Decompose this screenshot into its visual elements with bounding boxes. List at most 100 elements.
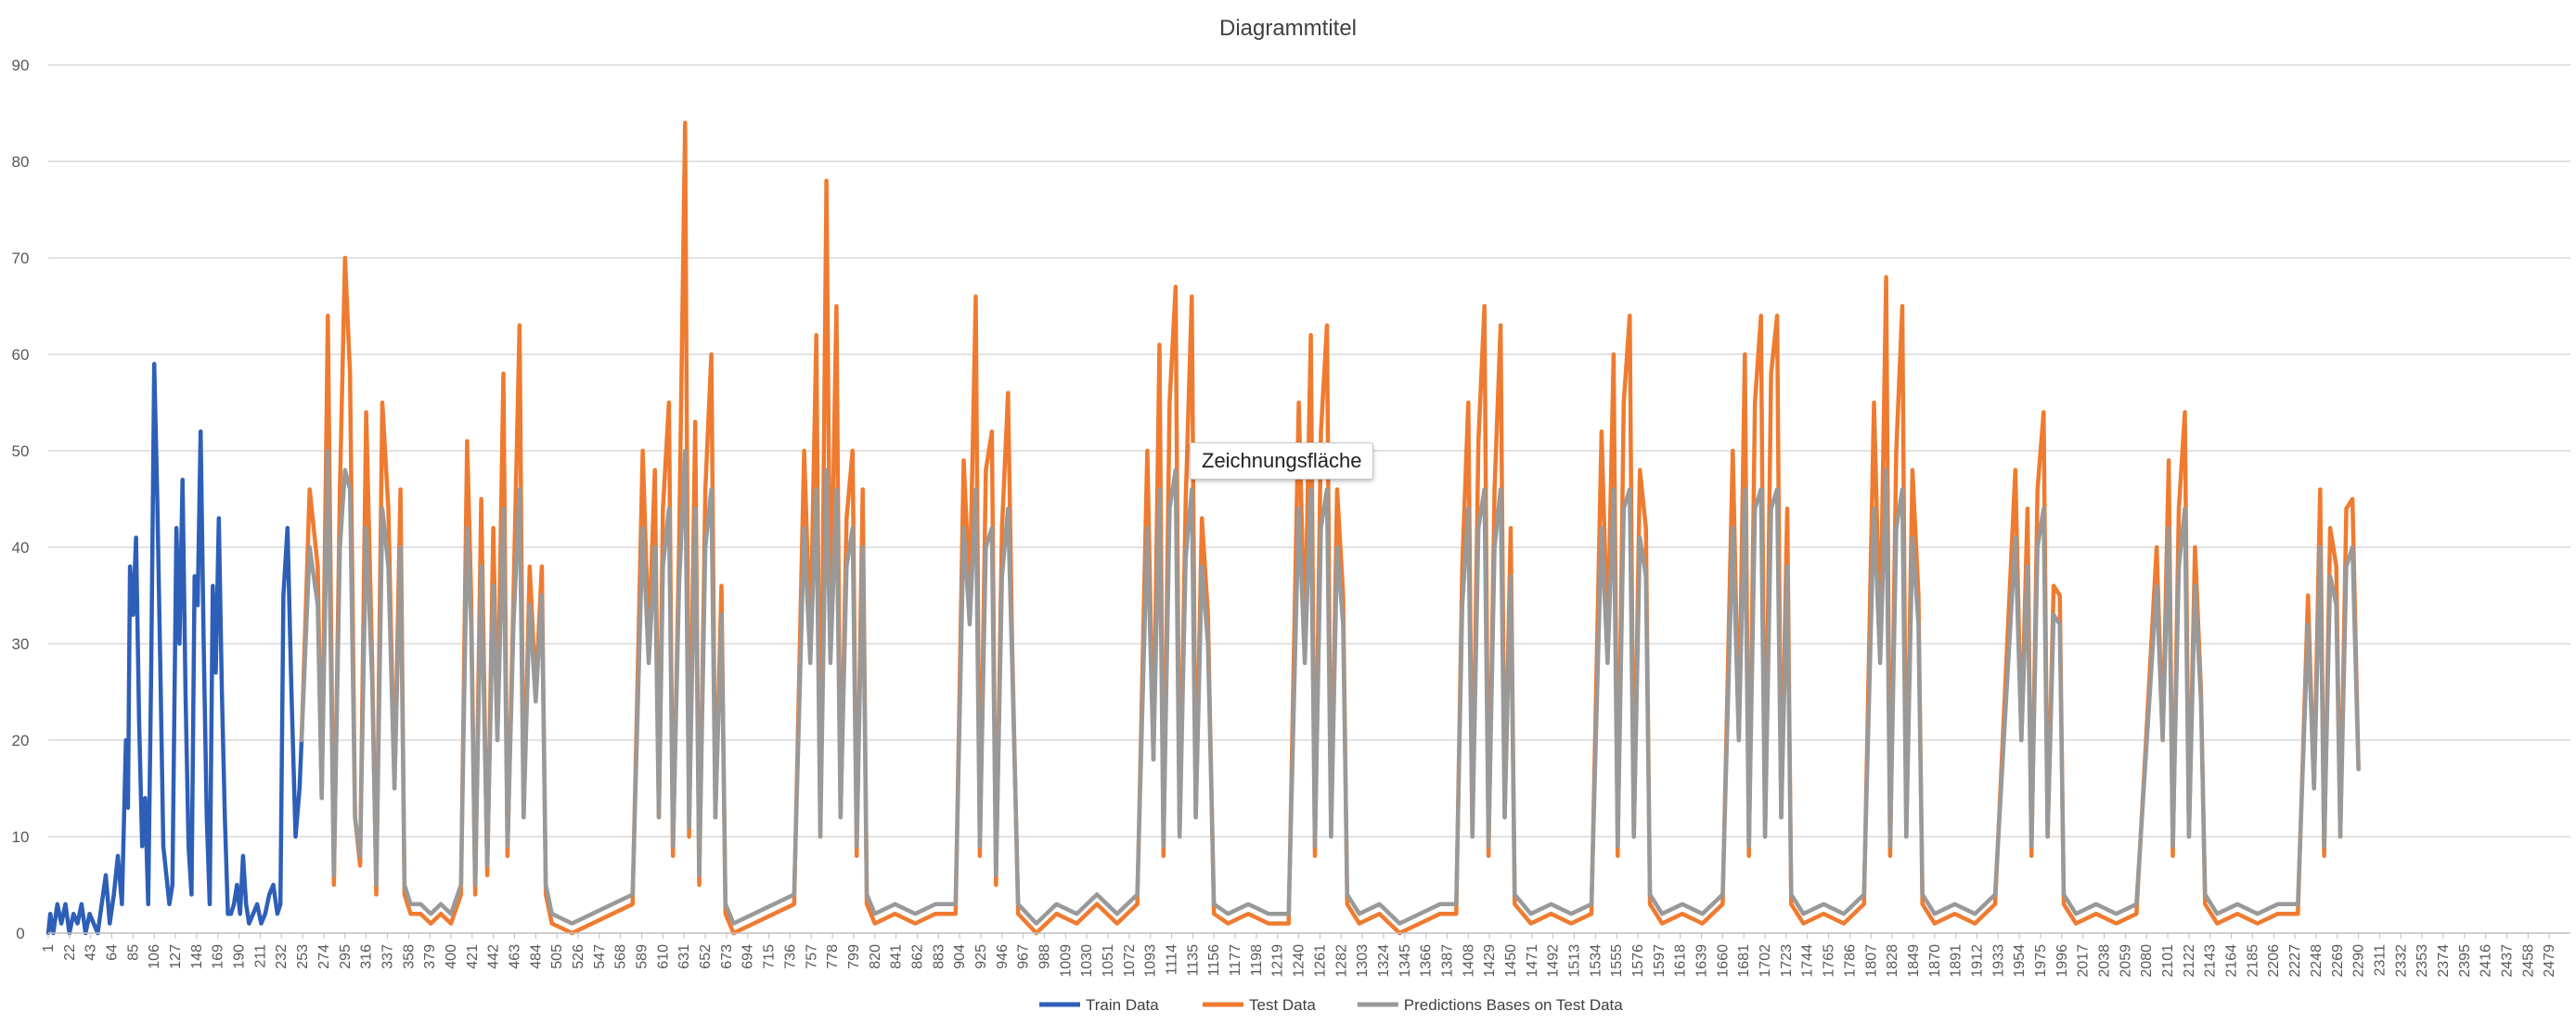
x-tick-label: 1597 (1652, 944, 1668, 978)
x-tick-label: 610 (655, 944, 671, 969)
x-tick-label: 1429 (1482, 944, 1498, 978)
x-tick-label: 1534 (1588, 944, 1604, 978)
x-tick-label: 2269 (2330, 944, 2346, 978)
x-tick-label: 22 (62, 944, 78, 961)
x-tick-label: 2122 (2182, 944, 2197, 978)
y-tick-label: 10 (12, 828, 30, 846)
x-tick-label: 1135 (1185, 944, 1201, 977)
x-tick-label: 2206 (2266, 944, 2282, 978)
x-tick-label: 1009 (1058, 944, 1074, 978)
x-tick-label: 883 (931, 944, 947, 969)
x-tick-label: 1744 (1800, 944, 1816, 978)
chart-title: Diagrammtitel (1219, 16, 1357, 41)
x-tick-label: 2311 (2372, 944, 2388, 977)
x-tick-label: 2374 (2436, 944, 2452, 978)
x-tick-label: 2332 (2393, 944, 2409, 978)
legend-label: Train Data (1086, 996, 1159, 1014)
x-tick-label: 400 (444, 944, 459, 969)
x-tick-label: 253 (295, 944, 311, 969)
y-tick-label: 0 (16, 925, 24, 942)
y-tick-label: 30 (12, 635, 30, 653)
x-tick-label: 1870 (1927, 944, 1943, 978)
x-tick-label: 1996 (2054, 944, 2070, 978)
x-tick-label: 2479 (2542, 944, 2557, 978)
x-tick-label: 316 (359, 944, 375, 969)
x-tick-label: 1219 (1270, 944, 1286, 978)
x-tick-label: 127 (168, 944, 184, 969)
x-tick-label: 43 (84, 944, 99, 961)
series-line-2 (299, 448, 2361, 926)
x-tick-label: 904 (952, 944, 968, 969)
x-tick-label: 1303 (1355, 944, 1371, 978)
x-tick-label: 190 (232, 944, 248, 969)
x-tick-label: 1954 (2012, 944, 2028, 978)
x-tick-label: 736 (782, 944, 798, 969)
x-tick-label: 1492 (1546, 944, 1562, 978)
x-tick-label: 169 (211, 944, 226, 969)
x-tick-label: 358 (401, 944, 417, 969)
x-tick-label: 1702 (1758, 944, 1773, 978)
x-tick-label: 1681 (1736, 944, 1752, 978)
x-tick-label: 1030 (1079, 944, 1095, 978)
x-tick-label: 274 (316, 944, 332, 969)
x-tick-label: 1639 (1694, 944, 1710, 978)
x-tick-label: 526 (571, 944, 586, 969)
x-tick-label: 2143 (2203, 944, 2219, 978)
x-tick-label: 1093 (1143, 944, 1159, 978)
x-tick-label: 106 (147, 944, 162, 969)
plot-area-tooltip: Zeichnungsfläche (1190, 442, 1374, 480)
x-tick-label: 2248 (2309, 944, 2325, 978)
x-tick-label: 2059 (2118, 944, 2133, 978)
x-tick-label: 2080 (2139, 944, 2155, 978)
y-tick-label: 70 (12, 250, 30, 267)
x-tick-label: 337 (380, 944, 395, 969)
y-tick-label: 20 (12, 732, 30, 749)
series-lines (45, 121, 2361, 936)
y-tick-label: 50 (12, 442, 30, 460)
x-tick-label: 1618 (1673, 944, 1689, 978)
x-tick-label: 148 (189, 944, 205, 969)
x-tick-label: 463 (507, 944, 522, 969)
x-tick-label: 1408 (1461, 944, 1476, 978)
x-tick-label: 1828 (1885, 944, 1900, 978)
x-tick-label: 673 (719, 944, 735, 969)
x-tick-label: 379 (422, 944, 438, 969)
x-tick-label: 589 (635, 944, 650, 969)
x-tick-label: 2017 (2076, 944, 2092, 978)
x-tick-label: 925 (973, 944, 989, 969)
x-tick-label: 1366 (1419, 944, 1435, 978)
x-tick-label: 2416 (2479, 944, 2494, 978)
x-tick-label: 1261 (1312, 944, 1328, 978)
x-tick-label: 1282 (1333, 944, 1349, 978)
x-tick-label: 1849 (1906, 944, 1922, 978)
y-axis-ticks: 0 10 20 30 40 50 60 70 80 90 (12, 57, 30, 942)
x-tick-label: 232 (274, 944, 290, 969)
x-axis-ticks: 1 22 43 64 85 106 127 148 169 190 211 232 253 274 295 3… (41, 933, 2557, 978)
x-tick-label: 1471 (1525, 944, 1540, 978)
x-tick-label: 211 (252, 944, 268, 968)
x-tick-label: 1156 (1206, 944, 1222, 977)
x-tick-label: 757 (804, 944, 819, 969)
x-tick-label: 1555 (1609, 944, 1625, 978)
x-tick-label: 1933 (1990, 944, 2006, 978)
x-tick-label: 715 (762, 944, 778, 969)
x-tick-label: 85 (125, 944, 141, 961)
x-tick-label: 988 (1037, 944, 1052, 969)
legend-label: Predictions Bases on Test Data (1404, 996, 1623, 1014)
x-tick-label: 862 (909, 944, 925, 969)
x-tick-label: 2290 (2351, 944, 2367, 978)
x-tick-label: 295 (338, 944, 354, 969)
x-tick-label: 1240 (1292, 944, 1307, 978)
x-tick-label: 1072 (1122, 944, 1138, 978)
x-tick-label: 778 (825, 944, 841, 969)
x-tick-label: 1765 (1822, 944, 1837, 978)
x-tick-label: 694 (741, 944, 756, 969)
x-tick-label: 1660 (1715, 944, 1731, 978)
x-tick-label: 2227 (2287, 944, 2303, 978)
y-tick-label: 40 (12, 539, 30, 557)
x-tick-label: 442 (486, 944, 502, 969)
x-tick-label: 2101 (2160, 944, 2176, 978)
x-tick-label: 1912 (1969, 944, 1985, 978)
legend[interactable]: Train Data Test Data Predictions Bases on … (1039, 996, 1623, 1014)
